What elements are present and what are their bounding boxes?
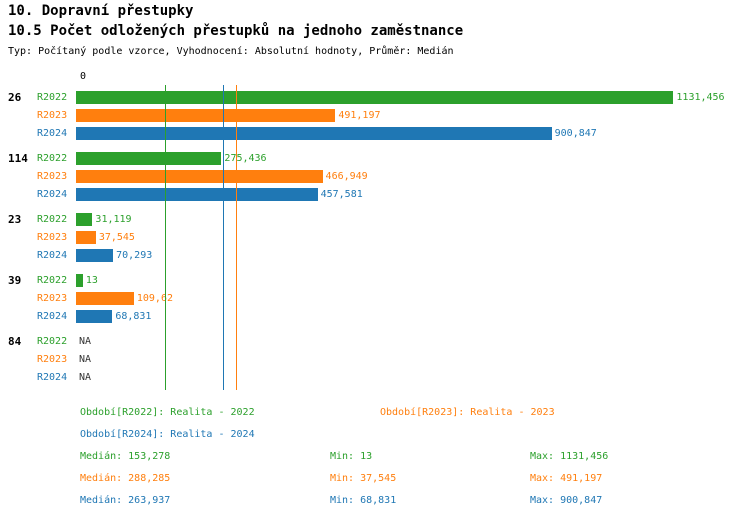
series-label: R2023 — [37, 353, 68, 365]
series-label: R2024 — [37, 188, 68, 200]
bar-group-23: 23 R2022 31,119 R2023 37,545 R2024 70,293 — [0, 210, 750, 264]
bar-group-84: 84 R2022 NA R2023 NA R2024 NA — [0, 332, 750, 386]
series-label: R2023 — [37, 109, 68, 121]
chart-meta: Typ: Počítaný podle vzorce, Vyhodnocení:… — [8, 46, 454, 57]
category-label: 39 — [8, 273, 22, 287]
bar — [76, 273, 83, 287]
stats-row: Medián: 288,285 Min: 37,545 Max: 491,197 — [80, 468, 700, 490]
bar-row: R2023 466,949 — [0, 167, 750, 185]
series-label: R2022 — [37, 335, 68, 347]
value-label: 70,293 — [116, 249, 153, 261]
bar-row: 84 R2022 NA — [0, 332, 750, 350]
stat-max: Max: 1131,456 — [530, 451, 609, 462]
bar — [76, 309, 113, 323]
median-line-r2023 — [236, 85, 238, 390]
value-label: 13 — [85, 274, 98, 286]
series-label: R2024 — [37, 310, 68, 322]
stat-min: Min: 13 — [330, 451, 373, 462]
bar-group-114: 114 R2022 275,436 R2023 466,949 R2024 457,581 — [0, 149, 750, 203]
stat-median: Medián: 153,278 — [80, 451, 171, 462]
value-label: 31,119 — [95, 213, 132, 225]
bar — [76, 212, 93, 226]
bar-row: R2023 NA — [0, 350, 750, 368]
bar-row: R2023 109,62 — [0, 289, 750, 307]
value-label: NA — [79, 371, 92, 383]
legend: Období[R2022]: Realita - 2022 Období[R202… — [80, 402, 680, 446]
series-label: R2022 — [37, 152, 68, 164]
bar-row: R2023 491,197 — [0, 106, 750, 124]
stat-min: Min: 68,831 — [330, 495, 397, 506]
category-label: 26 — [8, 90, 22, 104]
stat-max: Max: 491,197 — [530, 473, 603, 484]
series-label: R2024 — [37, 371, 68, 383]
value-label: 491,197 — [338, 109, 381, 121]
x-axis-zero-label: 0 — [80, 71, 87, 82]
bar-row: R2024 70,293 — [0, 246, 750, 264]
value-label: 900,847 — [554, 127, 597, 139]
bar — [76, 151, 222, 165]
bar — [76, 230, 96, 244]
median-line-r2022 — [164, 85, 166, 390]
series-label: R2023 — [37, 231, 68, 243]
series-label: R2022 — [37, 274, 68, 286]
value-label: 68,831 — [115, 310, 152, 322]
bar-group-39: 39 R2022 13 R2023 109,62 R2024 68,831 — [0, 271, 750, 325]
stat-median: Medián: 288,285 — [80, 473, 171, 484]
series-label: R2022 — [37, 213, 68, 225]
value-label: 466,949 — [325, 170, 368, 182]
stat-min: Min: 37,545 — [330, 473, 397, 484]
value-label: NA — [79, 353, 92, 365]
bar-row: 23 R2022 31,119 — [0, 210, 750, 228]
bar — [76, 108, 336, 122]
median-line-r2024 — [223, 85, 225, 390]
bar — [76, 90, 674, 104]
value-label: 457,581 — [320, 188, 363, 200]
bar — [76, 248, 114, 262]
series-label: R2024 — [37, 249, 68, 261]
category-label: 84 — [8, 334, 22, 348]
stats-row: Medián: 263,937 Min: 68,831 Max: 900,847 — [80, 490, 700, 512]
bar-chart-plot: 26 R2022 1131,456 R2023 491,197 R2024 900,847 1… — [0, 85, 750, 390]
legend-item: Období[R2023]: Realita - 2023 — [380, 407, 555, 418]
value-label: 109,62 — [136, 292, 173, 304]
stat-median: Medián: 263,937 — [80, 495, 171, 506]
value-label: 1131,456 — [676, 91, 725, 103]
category-label: 23 — [8, 212, 22, 226]
chart-title: 10. Dopravní přestupky — [8, 3, 194, 19]
bar — [76, 126, 552, 140]
stats-row: Medián: 153,278 Min: 13 Max: 1131,456 — [80, 446, 700, 468]
category-label: 114 — [8, 151, 28, 165]
series-label: R2024 — [37, 127, 68, 139]
value-label: NA — [79, 335, 92, 347]
bar — [76, 169, 323, 183]
legend-item: Období[R2024]: Realita - 2024 — [80, 429, 255, 440]
stats-panel: Medián: 153,278 Min: 13 Max: 1131,456 Mediá… — [80, 446, 700, 512]
bar-row: R2024 68,831 — [0, 307, 750, 325]
bar-row: 114 R2022 275,436 — [0, 149, 750, 167]
bar-row: R2024 NA — [0, 368, 750, 386]
series-label: R2023 — [37, 170, 68, 182]
series-label: R2023 — [37, 292, 68, 304]
series-label: R2022 — [37, 91, 68, 103]
bar-row: 39 R2022 13 — [0, 271, 750, 289]
stat-max: Max: 900,847 — [530, 495, 603, 506]
bar-group-26: 26 R2022 1131,456 R2023 491,197 R2024 900,847 — [0, 88, 750, 142]
bar — [76, 187, 318, 201]
value-label: 37,545 — [98, 231, 135, 243]
bar-row: 26 R2022 1131,456 — [0, 88, 750, 106]
bar-row: R2023 37,545 — [0, 228, 750, 246]
bar-row: R2024 900,847 — [0, 124, 750, 142]
bar — [76, 291, 134, 305]
value-label: 275,436 — [224, 152, 267, 164]
chart-subtitle: 10.5 Počet odložených přestupků na jedno… — [8, 23, 464, 39]
bar-row: R2024 457,581 — [0, 185, 750, 203]
legend-item: Období[R2022]: Realita - 2022 — [80, 407, 255, 418]
